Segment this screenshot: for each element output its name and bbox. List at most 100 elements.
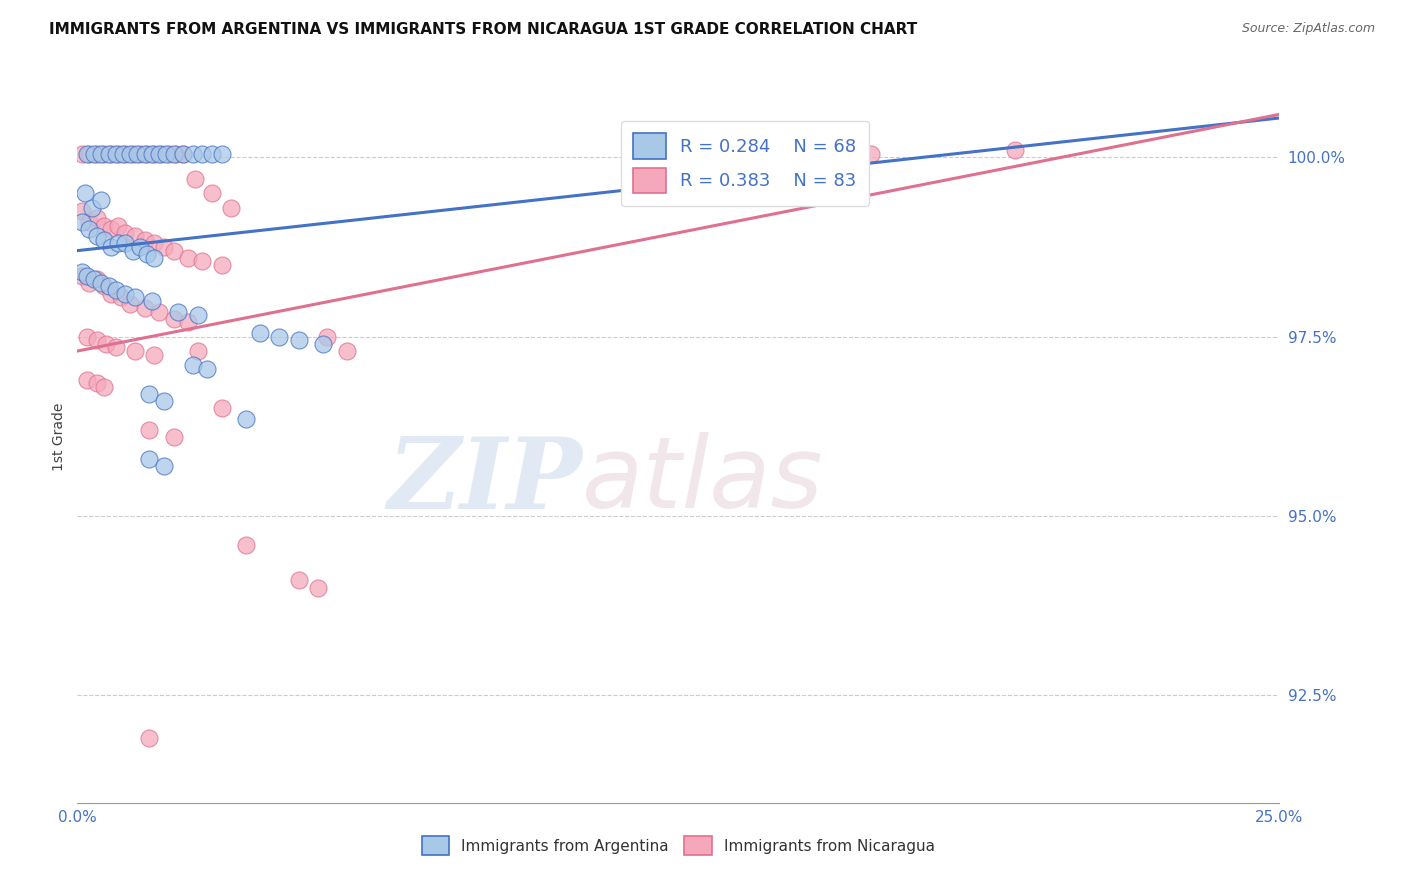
Point — [70, 146, 93, 161]
Point — [165, 146, 187, 161]
Point — [93, 219, 115, 233]
Point — [307, 581, 329, 595]
Point — [859, 146, 882, 161]
Point — [134, 301, 156, 315]
Point — [201, 146, 224, 161]
Point — [90, 276, 112, 290]
Point — [107, 146, 129, 161]
Point — [76, 268, 98, 283]
Point — [70, 268, 93, 283]
Point — [104, 341, 127, 355]
Point — [249, 326, 271, 340]
Point — [148, 304, 170, 318]
Point — [96, 336, 118, 351]
Point — [138, 451, 160, 466]
Point — [138, 731, 160, 746]
Point — [111, 146, 134, 161]
Point — [124, 229, 146, 244]
Text: atlas: atlas — [582, 433, 824, 530]
Point — [97, 146, 120, 161]
Point — [162, 430, 184, 444]
Point — [114, 146, 136, 161]
Point — [269, 329, 291, 343]
Point — [70, 265, 93, 279]
Point — [141, 146, 163, 161]
Point — [114, 236, 136, 251]
Point — [90, 146, 112, 161]
Point — [114, 226, 136, 240]
Point — [97, 279, 120, 293]
Text: Source: ZipAtlas.com: Source: ZipAtlas.com — [1241, 22, 1375, 36]
Point — [70, 215, 93, 229]
Point — [157, 146, 180, 161]
Point — [120, 146, 142, 161]
Point — [134, 146, 156, 161]
Point — [143, 348, 166, 362]
Point — [93, 146, 115, 161]
Point — [181, 146, 204, 161]
Point — [148, 146, 170, 161]
Point — [191, 146, 214, 161]
Point — [195, 362, 218, 376]
Point — [107, 236, 129, 251]
Point — [70, 204, 93, 219]
Point — [80, 201, 103, 215]
Point — [110, 290, 132, 304]
Point — [235, 412, 257, 426]
Point — [143, 146, 166, 161]
Point — [86, 333, 108, 347]
Point — [287, 574, 309, 588]
Point — [86, 229, 108, 244]
Point — [191, 254, 214, 268]
Point — [134, 233, 156, 247]
Point — [104, 146, 127, 161]
Point — [336, 344, 359, 359]
Point — [79, 215, 101, 229]
Point — [138, 423, 160, 437]
Point — [120, 297, 142, 311]
Point — [127, 146, 149, 161]
Point — [316, 329, 339, 343]
Point — [235, 538, 257, 552]
Point — [136, 146, 159, 161]
Text: IMMIGRANTS FROM ARGENTINA VS IMMIGRANTS FROM NICARAGUA 1ST GRADE CORRELATION CHA: IMMIGRANTS FROM ARGENTINA VS IMMIGRANTS … — [49, 22, 918, 37]
Point — [211, 146, 233, 161]
Point — [100, 146, 122, 161]
Point — [121, 146, 143, 161]
Point — [100, 286, 122, 301]
Legend: Immigrants from Argentina, Immigrants from Nicaragua: Immigrants from Argentina, Immigrants fr… — [416, 830, 941, 861]
Point — [124, 290, 146, 304]
Point — [128, 146, 150, 161]
Point — [172, 146, 194, 161]
Point — [219, 201, 242, 215]
Point — [104, 283, 127, 297]
Text: ZIP: ZIP — [387, 433, 582, 529]
Point — [121, 244, 143, 258]
Point — [100, 240, 122, 254]
Point — [79, 146, 101, 161]
Point — [93, 233, 115, 247]
Point — [114, 286, 136, 301]
Point — [93, 380, 115, 394]
Point — [155, 146, 177, 161]
Point — [143, 236, 166, 251]
Point — [186, 308, 209, 322]
Point — [107, 219, 129, 233]
Point — [76, 329, 98, 343]
Point — [172, 146, 194, 161]
Point — [79, 222, 101, 236]
Point — [86, 272, 108, 286]
Point — [86, 211, 108, 226]
Point — [90, 194, 112, 208]
Point — [211, 401, 233, 416]
Point — [162, 311, 184, 326]
Point — [287, 333, 309, 347]
Point — [184, 172, 207, 186]
Y-axis label: 1st Grade: 1st Grade — [52, 403, 66, 471]
Point — [76, 146, 98, 161]
Point — [79, 276, 101, 290]
Point — [83, 146, 105, 161]
Point — [93, 279, 115, 293]
Point — [167, 304, 190, 318]
Point — [138, 387, 160, 401]
